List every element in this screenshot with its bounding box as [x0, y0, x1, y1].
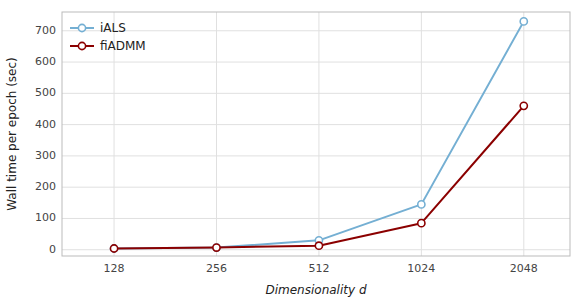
y-grid-line — [62, 62, 570, 63]
y-grid-line — [62, 93, 570, 94]
x-grid-line — [216, 12, 217, 256]
series-marker — [418, 220, 425, 227]
series-marker — [520, 18, 527, 25]
chart-svg: 0 100 200 300 400 500 600 700 128 256 512 1024 2048 D… — [0, 0, 586, 302]
data-layer — [110, 18, 527, 252]
y-grid-line — [62, 249, 570, 250]
y-axis-label: Wall time per epoch (sec) — [5, 57, 19, 211]
series-line — [114, 106, 524, 249]
y-tick-label: 100 — [35, 211, 56, 224]
y-grid-line — [62, 187, 570, 188]
series-marker — [520, 102, 527, 109]
grid — [62, 12, 570, 256]
y-grid-line — [62, 155, 570, 156]
legend-label: iALS — [100, 21, 126, 35]
x-tick-label: 256 — [206, 262, 227, 275]
series-marker — [418, 201, 425, 208]
y-grid-line — [62, 30, 570, 31]
x-axis-label: Dimensionality d — [265, 283, 366, 297]
y-tick-label: 400 — [35, 118, 56, 131]
y-tick-label: 500 — [35, 86, 56, 99]
y-tick-label: 0 — [49, 243, 56, 256]
legend: iALS fiADMM — [70, 21, 146, 53]
y-grid-line — [62, 124, 570, 125]
series-line — [114, 21, 524, 248]
series-marker — [110, 245, 117, 252]
y-tick-label: 300 — [35, 149, 56, 162]
x-grid-line — [318, 12, 319, 256]
series-marker — [315, 242, 322, 249]
chart-container: 0 100 200 300 400 500 600 700 128 256 512 1024 2048 D… — [0, 0, 586, 302]
y-tick-label: 200 — [35, 180, 56, 193]
y-grid-line — [62, 218, 570, 219]
plot-frame — [62, 12, 570, 256]
x-tick-label: 2048 — [510, 262, 538, 275]
background — [0, 0, 586, 302]
legend-marker — [78, 24, 85, 31]
x-grid-line — [523, 12, 524, 256]
legend-marker — [78, 42, 85, 49]
legend-label: fiADMM — [100, 39, 146, 53]
x-tick-label: 128 — [104, 262, 125, 275]
series-marker — [110, 245, 117, 252]
y-tick-label: 700 — [35, 24, 56, 37]
x-tick-label: 512 — [308, 262, 329, 275]
series-marker — [213, 244, 220, 251]
series-marker — [213, 244, 220, 251]
y-tick-label: 600 — [35, 55, 56, 68]
x-tick-label: 1024 — [407, 262, 435, 275]
